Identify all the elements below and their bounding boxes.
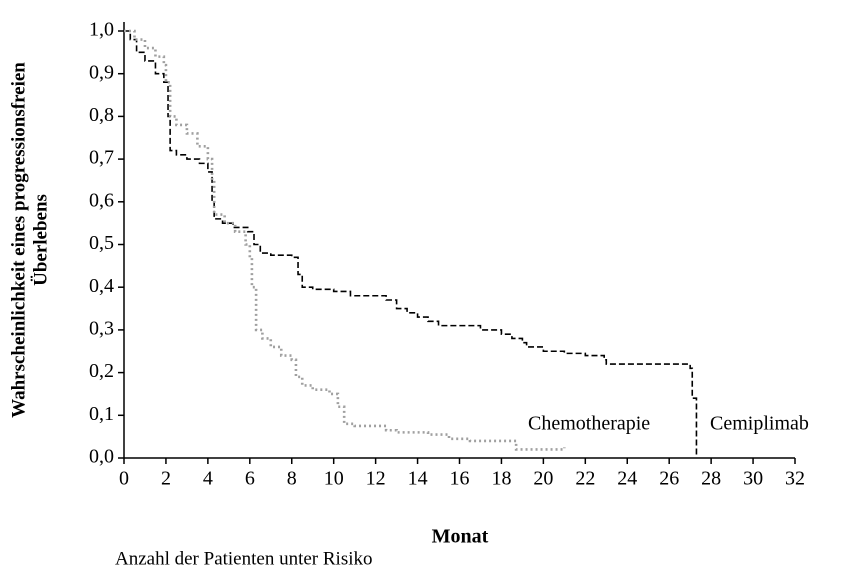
survival-curve (124, 29, 566, 451)
y-tick-label: 0,3 (89, 317, 114, 339)
x-tick-label: 28 (701, 468, 721, 490)
survival-curve (124, 30, 698, 458)
series-label: Cemiplimab (710, 413, 809, 435)
x-tick-label: 20 (533, 468, 553, 490)
y-tick-label: 0,1 (89, 403, 114, 425)
x-tick-label: 14 (408, 468, 428, 490)
x-tick-label: 24 (617, 468, 637, 490)
y-tick-label: 0,5 (89, 232, 114, 254)
y-tick-label: 0,4 (89, 275, 114, 297)
y-tick-label: 0,8 (89, 104, 114, 126)
y-tick-label: 0,6 (89, 189, 114, 211)
y-axis-label: Wahrscheinlichkeit eines progressionsfre… (8, 62, 29, 418)
x-tick-label: 16 (450, 468, 470, 490)
x-tick-label: 2 (161, 468, 171, 490)
y-tick-label: 0,0 (89, 446, 114, 468)
x-axis-label: Monat (432, 526, 489, 548)
x-tick-label: 22 (575, 468, 595, 490)
y-tick-label: 0,9 (89, 61, 114, 83)
y-tick-label: 0,2 (89, 360, 114, 382)
series-label: Chemotherapie (528, 413, 650, 435)
x-tick-label: 6 (245, 468, 255, 490)
x-tick-label: 12 (366, 468, 386, 490)
x-tick-label: 18 (491, 468, 511, 490)
x-tick-label: 0 (119, 468, 129, 490)
x-tick-label: 8 (287, 468, 297, 490)
x-tick-label: 32 (785, 468, 805, 490)
y-axis-label: Überlebens (30, 194, 51, 286)
x-tick-label: 30 (743, 468, 763, 490)
y-tick-label: 1,0 (89, 19, 114, 41)
x-tick-label: 4 (203, 468, 213, 490)
x-tick-label: 10 (324, 468, 344, 490)
y-tick-label: 0,7 (89, 147, 114, 169)
x-tick-label: 26 (659, 468, 679, 490)
footnote: Anzahl der Patienten unter Risiko (115, 548, 373, 569)
